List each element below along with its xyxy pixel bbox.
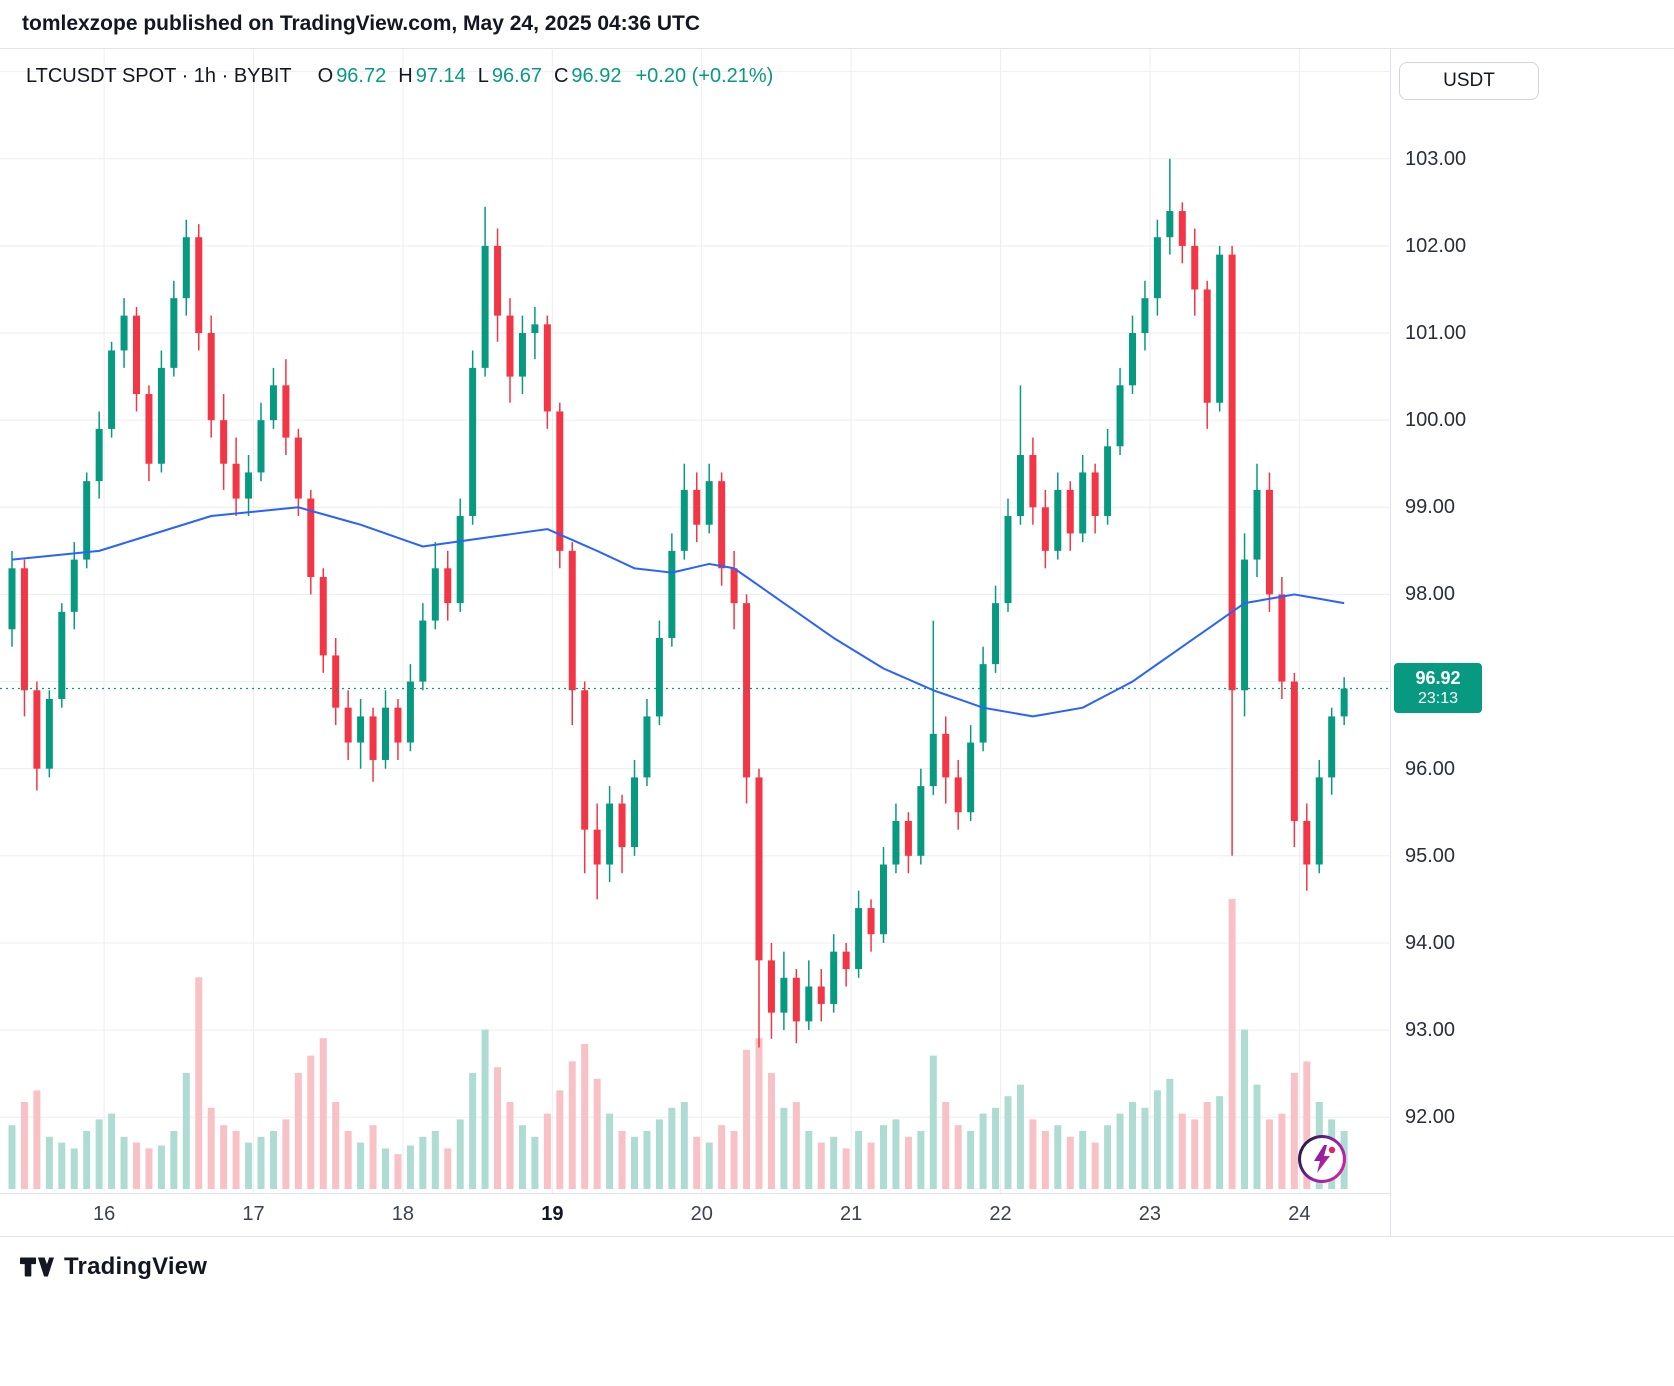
chart-panel: LTCUSDT SPOT · 1h · BYBIT O 96.72 H 97.14 …: [0, 48, 1674, 1237]
ohlc-low-label: L: [477, 65, 489, 87]
price-axis[interactable]: USDT 96.92 23:13 103.00 102.00 101.00 100.0…: [1390, 49, 1674, 1236]
boost-button-inner: [1301, 1138, 1343, 1180]
price-axis-label: 93.00: [1405, 1019, 1456, 1042]
ohlc-close-value: 96.92: [571, 65, 622, 87]
boost-button[interactable]: [1298, 1135, 1346, 1183]
price-axis-label: 95.00: [1405, 844, 1456, 867]
time-axis-label: 18: [391, 1203, 415, 1225]
symbol-title: LTCUSDT SPOT · 1h · BYBIT: [26, 65, 292, 87]
last-price-value: 96.92: [1415, 667, 1461, 688]
price-axis-label: 96.00: [1405, 757, 1456, 780]
price-axis-label: 101.00: [1405, 322, 1467, 345]
currency-toggle-button[interactable]: USDT: [1399, 62, 1539, 100]
bar-countdown: 23:13: [1417, 689, 1459, 707]
candlestick-chart[interactable]: [0, 49, 1390, 1193]
price-axis-label: 103.00: [1405, 147, 1467, 170]
tradingview-brand-text: TradingView: [64, 1253, 208, 1280]
time-axis-label: 20: [690, 1203, 713, 1225]
publish-header: tomlexzope published on TradingView.com,…: [0, 0, 1674, 48]
price-change: +0.20 (+0.21%): [635, 65, 774, 87]
ohlc-open-value: 96.72: [336, 65, 387, 87]
lightning-bolt-icon: [1314, 1145, 1336, 1173]
time-axis[interactable]: 16 17 18 19 20 21 22 23 24: [0, 1193, 1390, 1237]
price-axis-label: 102.00: [1405, 234, 1467, 257]
price-axis-label: 94.00: [1405, 931, 1456, 954]
time-axis-label: 22: [989, 1203, 1012, 1225]
ohlc-high-label: H: [398, 65, 413, 87]
ohlc-close-label: C: [553, 65, 569, 87]
ohlc-open-label: O: [317, 65, 334, 87]
tradingview-logo-icon: [20, 1257, 54, 1277]
time-axis-label: 16: [93, 1203, 116, 1225]
time-axis-label: 24: [1288, 1203, 1311, 1225]
price-axis-label: 99.00: [1405, 496, 1456, 519]
footer: TradingView: [0, 1237, 1674, 1386]
price-axis-label: 92.00: [1405, 1106, 1456, 1129]
time-axis-label: 21: [840, 1203, 863, 1225]
time-axis-label: 17: [242, 1203, 265, 1225]
last-price-badge: 96.92 23:13: [1394, 662, 1482, 713]
chart-legend: LTCUSDT SPOT · 1h · BYBIT O 96.72 H 97.14 …: [26, 65, 773, 88]
tradingview-link[interactable]: TradingView: [20, 1253, 207, 1281]
price-axis-label: 100.00: [1405, 409, 1467, 432]
publish-line: tomlexzope published on TradingView.com,…: [22, 12, 701, 35]
ohlc-high-value: 97.14: [415, 65, 466, 87]
ohlc-low-value: 96.67: [491, 65, 542, 87]
chart-area[interactable]: LTCUSDT SPOT · 1h · BYBIT O 96.72 H 97.14 …: [0, 49, 1390, 1236]
price-axis-label: 98.00: [1405, 583, 1456, 606]
time-axis-label: 19: [541, 1203, 564, 1225]
time-axis-label: 23: [1138, 1203, 1162, 1225]
